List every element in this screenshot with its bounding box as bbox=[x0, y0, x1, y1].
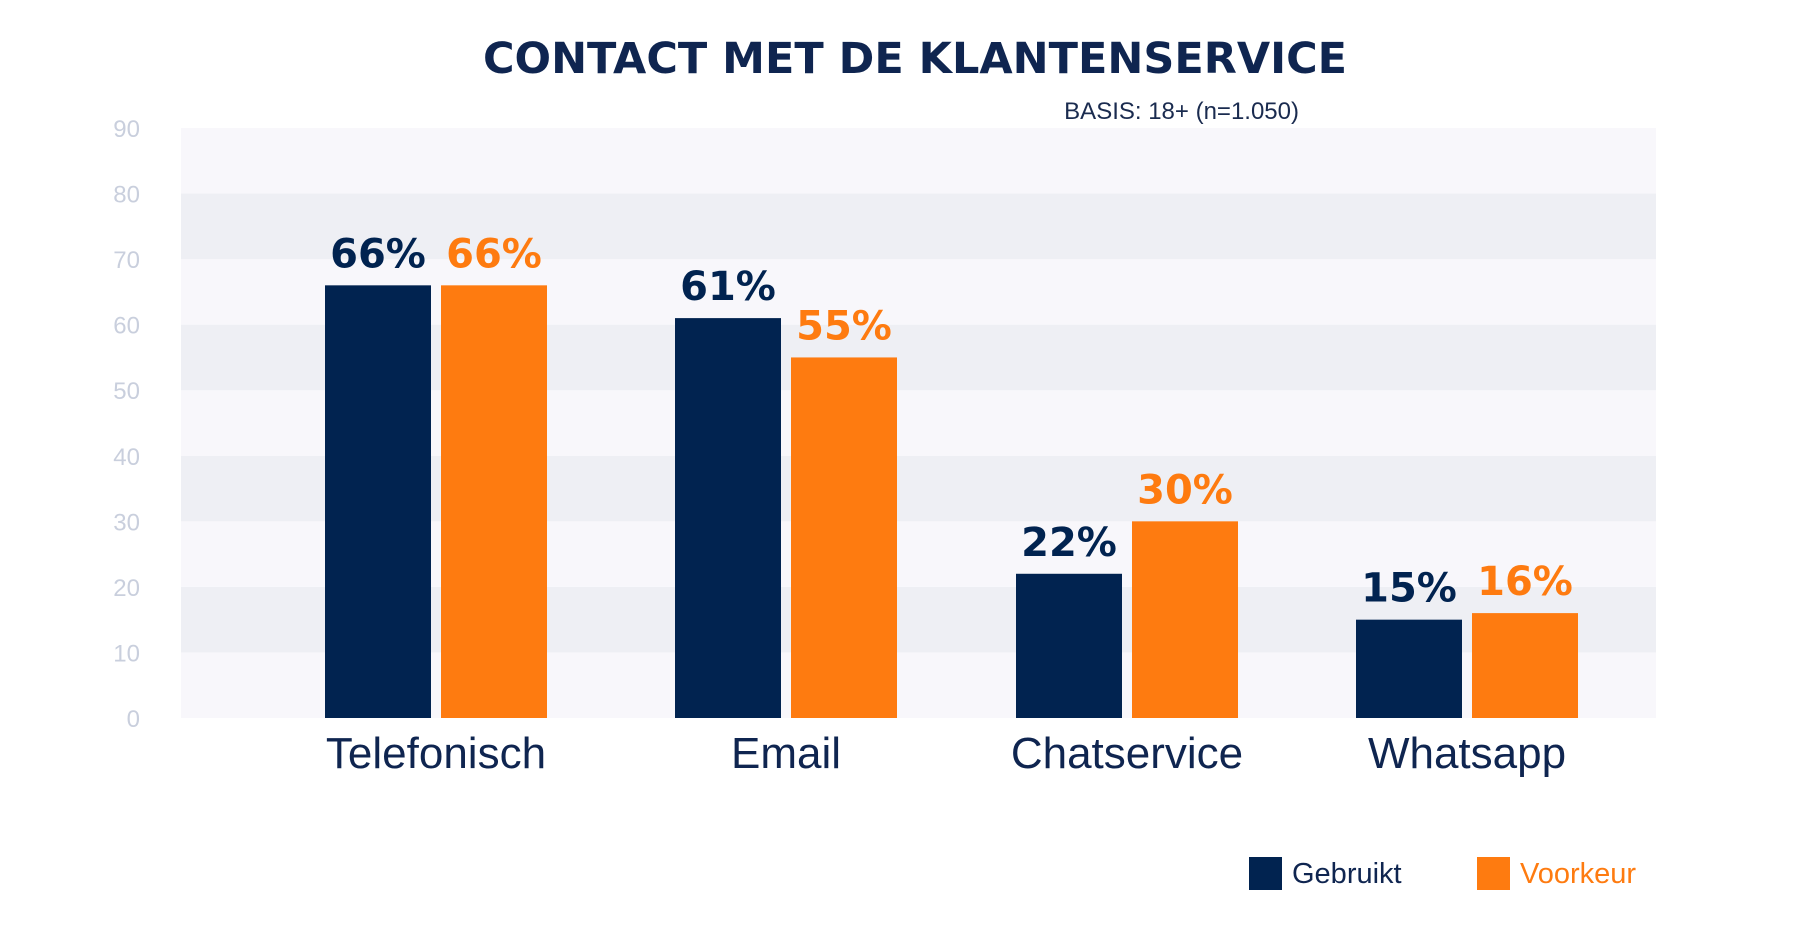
legend-swatch bbox=[1249, 857, 1282, 890]
bar-voorkeur bbox=[1472, 613, 1578, 718]
data-label-voorkeur: 66% bbox=[446, 231, 542, 277]
bar-voorkeur bbox=[441, 285, 547, 718]
x-category-label: Telefonisch bbox=[326, 729, 546, 778]
y-tick-label: 30 bbox=[113, 509, 140, 536]
data-label-voorkeur: 16% bbox=[1477, 559, 1573, 605]
x-category-label: Email bbox=[731, 729, 841, 778]
y-tick-label: 0 bbox=[127, 706, 140, 733]
legend-item-gebruikt: Gebruikt bbox=[1249, 857, 1402, 890]
bar-voorkeur bbox=[1132, 521, 1238, 718]
y-axis: 0 10 20 30 40 50 60 70 80 90 bbox=[113, 116, 140, 733]
y-tick-label: 50 bbox=[113, 378, 140, 405]
y-tick-label: 40 bbox=[113, 444, 140, 471]
legend-label: Voorkeur bbox=[1520, 858, 1636, 890]
grid-band bbox=[181, 128, 1656, 194]
legend: Gebruikt Voorkeur bbox=[1249, 857, 1636, 890]
y-tick-label: 90 bbox=[113, 116, 140, 143]
x-category-label: Whatsapp bbox=[1368, 729, 1566, 778]
bar-gebruikt bbox=[325, 285, 431, 718]
y-tick-label: 80 bbox=[113, 182, 140, 209]
x-axis: Telefonisch Email Chatservice Whatsapp bbox=[326, 729, 1566, 778]
bar-voorkeur bbox=[791, 357, 897, 718]
data-label-gebruikt: 15% bbox=[1361, 566, 1457, 612]
chart-title: CONTACT MET DE KLANTENSERVICE bbox=[483, 34, 1347, 84]
legend-swatch bbox=[1477, 857, 1510, 890]
data-label-gebruikt: 22% bbox=[1021, 520, 1117, 566]
legend-label: Gebruikt bbox=[1292, 858, 1402, 890]
data-label-voorkeur: 30% bbox=[1137, 467, 1233, 513]
y-tick-label: 20 bbox=[113, 575, 140, 602]
data-label-voorkeur: 55% bbox=[796, 303, 892, 349]
y-tick-label: 60 bbox=[113, 313, 140, 340]
data-label-gebruikt: 61% bbox=[680, 264, 776, 310]
bar-gebruikt bbox=[1016, 573, 1122, 718]
bars bbox=[325, 285, 1578, 718]
data-labels: 66% 66% 61% 55% 22% 30% 15% 16% bbox=[330, 231, 1573, 611]
x-category-label: Chatservice bbox=[1011, 729, 1243, 778]
y-tick-label: 70 bbox=[113, 247, 140, 274]
y-tick-label: 10 bbox=[113, 640, 140, 667]
legend-item-voorkeur: Voorkeur bbox=[1477, 857, 1636, 890]
bar-gebruikt bbox=[1356, 619, 1462, 718]
bar-gebruikt bbox=[675, 318, 781, 718]
grid-band bbox=[181, 193, 1656, 260]
chart-subtitle: BASIS: 18+ (n=1.050) bbox=[1064, 98, 1299, 125]
data-label-gebruikt: 66% bbox=[330, 231, 426, 277]
